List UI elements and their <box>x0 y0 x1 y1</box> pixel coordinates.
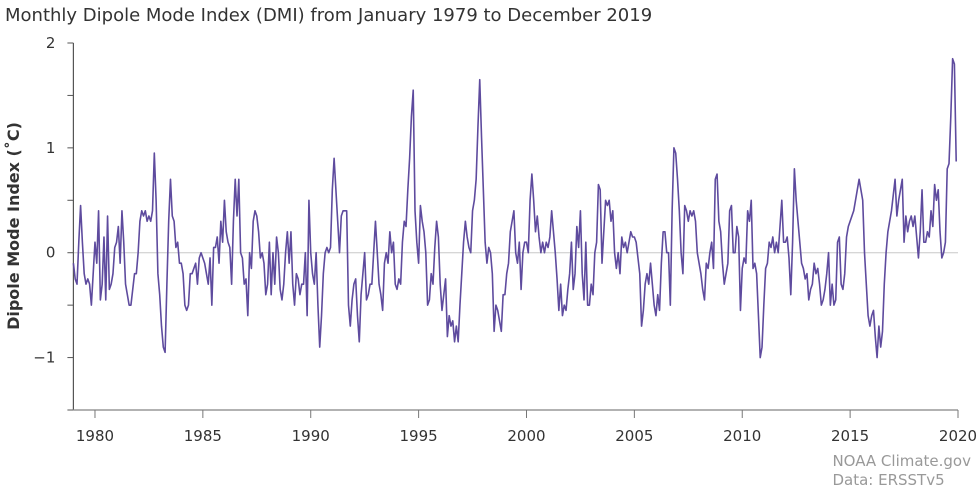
series-dmi <box>72 57 957 359</box>
y-axis-label: Dipole Mode Index (˚C) <box>4 122 23 330</box>
y-tick-label: 1 <box>46 139 56 157</box>
x-tick-label: 1990 <box>292 427 330 445</box>
y-tick-label: 0 <box>46 244 56 262</box>
x-tick-label: 2010 <box>723 427 761 445</box>
credits: NOAA Climate.gov Data: ERSSTv5 <box>832 452 971 490</box>
axes: 2 1 0 −1 1980 1985 1990 1995 2000 2005 2010 2015 202… <box>33 34 977 445</box>
x-tick-label: 1980 <box>76 427 114 445</box>
x-tick-label: 1985 <box>184 427 222 445</box>
x-tick-label: 1995 <box>400 427 438 445</box>
x-tick-label: 2015 <box>831 427 869 445</box>
dmi-line <box>72 57 957 359</box>
x-tick-label: 2005 <box>615 427 653 445</box>
y-tick-label: −1 <box>33 349 55 367</box>
credit-data: Data: ERSSTv5 <box>832 471 945 489</box>
x-tick-label: 2020 <box>939 427 977 445</box>
dmi-points <box>73 59 956 358</box>
y-tick-label: 2 <box>46 34 56 52</box>
x-tick-label: 2000 <box>507 427 545 445</box>
chart-title: Monthly Dipole Mode Index (DMI) from Jan… <box>5 5 653 26</box>
credit-source: NOAA Climate.gov <box>832 452 971 470</box>
